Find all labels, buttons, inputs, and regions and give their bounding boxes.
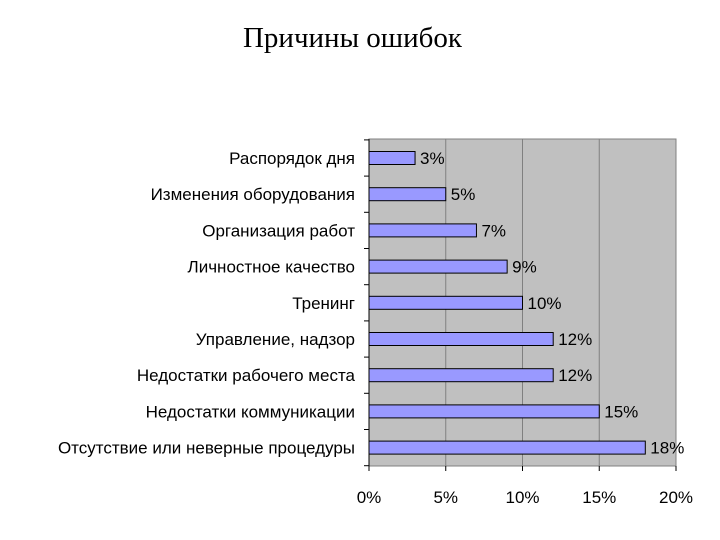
data-label: 18% <box>650 439 684 458</box>
x-tick-label: 0% <box>357 488 382 507</box>
x-tick-label: 15% <box>582 488 616 507</box>
category-label: Недостатки рабочего места <box>137 366 356 385</box>
bar <box>368 259 508 274</box>
data-label: 12% <box>558 366 592 385</box>
category-label: Отсутствие или неверные процедуры <box>58 439 355 458</box>
x-tick-label: 10% <box>505 488 539 507</box>
chart-title: Причины ошибок <box>242 22 462 54</box>
bar <box>368 187 447 202</box>
data-label: 10% <box>528 294 562 313</box>
data-label: 12% <box>558 330 592 349</box>
bar <box>368 223 477 238</box>
data-label: 15% <box>604 402 638 421</box>
data-label: 7% <box>481 221 506 240</box>
category-label: Организация работ <box>202 221 355 240</box>
bar <box>368 151 416 165</box>
bar <box>368 440 646 455</box>
bar <box>368 404 600 419</box>
x-tick-label: 5% <box>433 488 458 507</box>
data-label: 5% <box>451 185 476 204</box>
category-label: Изменения оборудования <box>151 185 355 204</box>
bar <box>368 332 554 346</box>
category-label: Личностное качество <box>188 258 355 277</box>
data-label: 9% <box>512 258 537 277</box>
bar <box>368 295 523 310</box>
x-tick-label: 20% <box>659 488 693 507</box>
category-label: Недостатки коммуникации <box>146 402 355 421</box>
category-label: Распорядок дня <box>229 149 355 168</box>
category-label: Тренинг <box>292 294 355 313</box>
bar <box>368 368 554 383</box>
data-label: 3% <box>420 149 445 168</box>
category-label: Управление, надзор <box>196 330 355 349</box>
